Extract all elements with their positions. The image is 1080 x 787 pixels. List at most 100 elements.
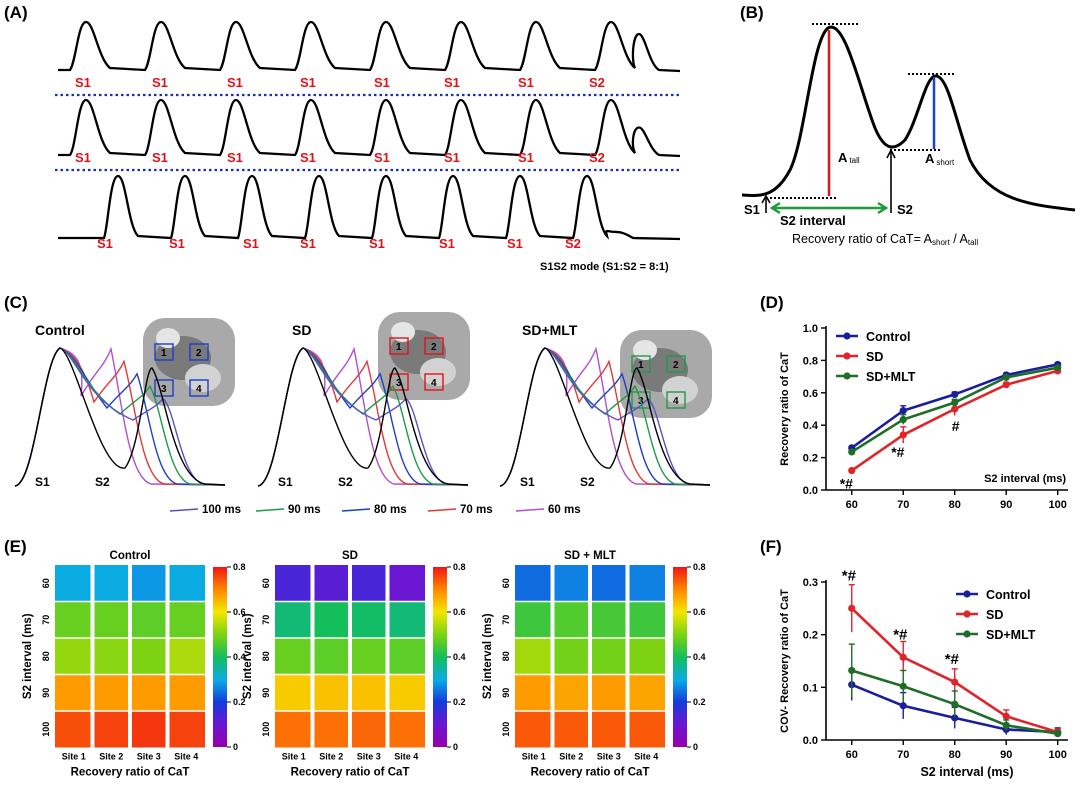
row-label: 70	[501, 615, 511, 625]
heat-cell	[275, 674, 313, 711]
site-box	[424, 373, 444, 391]
stim-label: S1	[300, 150, 316, 165]
c-s2: S2	[580, 475, 595, 489]
heatmap-3: SD + MLT 60 70 80 90 100 Site 1 Site 2 Site 3 Sit…	[482, 550, 706, 779]
data-point	[951, 390, 959, 399]
row-label: 70	[261, 615, 271, 625]
row-label: 80	[501, 651, 511, 661]
heat-image: 1 23 4	[620, 330, 712, 418]
colorbar-label: 0.4	[233, 652, 246, 662]
legend-label: Control	[986, 588, 1030, 602]
data-point	[1054, 730, 1062, 738]
data-point	[899, 682, 907, 690]
c-s2: S2	[95, 475, 110, 489]
c-s1: S1	[520, 475, 535, 489]
stim-label: S1	[518, 150, 534, 165]
colorbar	[433, 567, 447, 747]
heat-cell	[350, 674, 388, 711]
panel-a: S1 S1 S1 S1 S1 S1 S1 S2 S1 S1 S1 S1 S1 S1 S1 S2 S1 S1 S1 S1…	[55, 20, 681, 273]
site-box	[154, 343, 174, 361]
colorbar-label: 0.2	[693, 697, 706, 707]
y-tick-label: 0.3	[803, 577, 818, 589]
row-label: 90	[41, 688, 51, 698]
heat-cell	[130, 565, 168, 602]
heatmap-title: SD + MLT	[564, 550, 616, 562]
col-label: Site 1	[282, 752, 306, 762]
b-formula: Recovery ratio of CaT= Ashort / Atall	[792, 232, 978, 247]
row-label: 70	[41, 615, 51, 625]
site-box	[189, 343, 209, 361]
row-label: 90	[261, 688, 271, 698]
site-number: 4	[196, 384, 202, 395]
legend-marker	[963, 610, 971, 618]
heat-cell	[312, 565, 350, 602]
col-label: Site 2	[559, 752, 583, 762]
x-tick-label: 70	[897, 749, 909, 761]
data-point	[899, 407, 907, 415]
x-tick-label: 90	[1000, 749, 1012, 761]
heat-cell	[627, 674, 665, 711]
y-tick-label: 0.2	[803, 453, 818, 465]
y-axis-label: COV- Recovery ratio of CaT	[779, 589, 791, 733]
heat-cell	[130, 711, 168, 748]
sig-annotation: *#	[842, 567, 857, 584]
trace-black	[257, 347, 469, 487]
heat-cell	[167, 674, 205, 711]
y-axis-label: Recovery ratio of CaT	[779, 352, 791, 466]
x-tick-label: 60	[846, 499, 858, 511]
y-tick-label: 0.0	[803, 485, 818, 497]
group-2: SD 1 2 3 4 S1 S2	[257, 312, 470, 489]
row-label: 60	[41, 578, 51, 588]
stim-label: S1	[374, 150, 390, 165]
site-number: 1	[638, 360, 644, 371]
heat-cell	[312, 601, 350, 638]
legend-marker	[963, 630, 971, 638]
y-tick-label: 1.0	[803, 323, 818, 335]
colorbar	[673, 567, 687, 747]
y-tick-label: 0.6	[803, 388, 818, 400]
legend-label: Control	[866, 330, 910, 344]
x-axis-label: S2 interval (ms)	[920, 765, 1013, 779]
heat-cell	[590, 638, 628, 675]
heat-cell	[130, 674, 168, 711]
data-point	[899, 653, 907, 661]
cat-trace-row-3	[58, 174, 681, 241]
data-point	[848, 448, 856, 456]
site-box	[666, 355, 686, 373]
row-label: 60	[261, 578, 271, 588]
heat-cell	[92, 601, 130, 638]
trace-black	[14, 347, 226, 487]
panel-c-legend: 100 ms 90 ms 80 ms 70 ms 60 ms	[169, 504, 581, 516]
data-point	[1002, 373, 1010, 382]
colorbar-label: 0.8	[453, 562, 466, 572]
stim-label: S1	[169, 236, 185, 251]
cat-trace-row-2	[58, 98, 681, 158]
heat-cell	[92, 711, 130, 748]
y-axis-label: S2 interval (ms)	[482, 613, 494, 699]
site-box	[666, 391, 686, 409]
x-tick-label: 90	[1000, 499, 1012, 511]
panel-label-c: (C)	[4, 293, 28, 312]
legend-line	[255, 508, 285, 512]
colorbar	[213, 567, 227, 747]
map-light	[156, 328, 180, 348]
col-label: Site 1	[62, 752, 86, 762]
site-number: 3	[161, 384, 167, 395]
site-box	[154, 379, 174, 397]
y-tick-label: 0.8	[803, 355, 818, 367]
heat-cell	[515, 638, 553, 675]
heat-cell	[167, 638, 205, 675]
panel-label-f: (F)	[760, 537, 782, 556]
heatmap-2: SD 60 70 80 90 100 Site 1 Site 2 Site 3 Site 4 Rec…	[242, 550, 466, 779]
legend-marker	[843, 332, 851, 340]
colorbar-label: 0.8	[693, 562, 706, 572]
site-number: 2	[196, 348, 202, 359]
heat-cell	[350, 711, 388, 748]
heat-cell	[312, 638, 350, 675]
stim-label: S1	[227, 75, 243, 90]
legend-label: 70 ms	[460, 504, 493, 516]
